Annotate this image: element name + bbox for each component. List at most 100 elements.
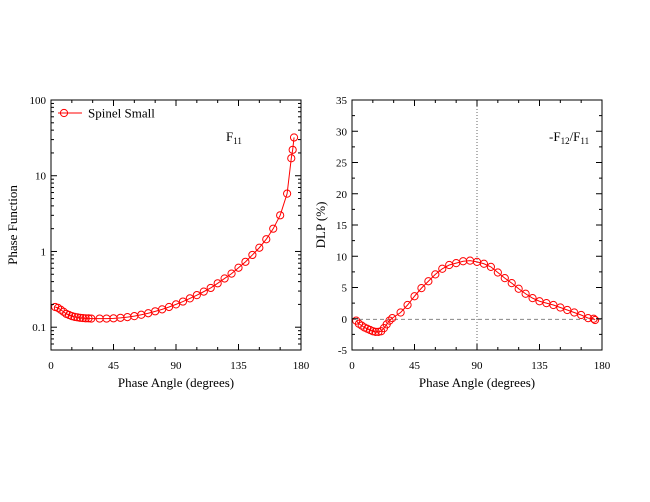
dlp-annotation: -F12/F11 <box>549 129 589 146</box>
right-data-point <box>570 308 579 317</box>
right-y-tick-label: 20 <box>336 189 348 201</box>
left-data-point <box>192 291 201 300</box>
left-data-point <box>73 313 82 322</box>
right-data-point <box>385 316 394 325</box>
left-data-point <box>84 314 93 323</box>
left-data-point <box>206 283 215 293</box>
legend-series-label: Spinel Small <box>88 106 155 121</box>
dlp-annotation-sub1: 12 <box>561 136 570 146</box>
left-data-point <box>178 297 188 306</box>
left-data-point <box>158 305 167 314</box>
left-data-point <box>78 313 88 323</box>
left-data-point <box>269 224 278 233</box>
right-data-point <box>403 300 412 310</box>
right-data-point <box>424 277 433 286</box>
left-data-point <box>76 313 85 322</box>
right-x-tick-label: 180 <box>594 360 611 372</box>
right-data-point <box>500 274 509 283</box>
left-x-tick-label: 180 <box>293 360 310 372</box>
phase-function-series <box>51 133 299 323</box>
right-x-tick-label: 45 <box>409 360 421 372</box>
dlp-series <box>352 256 600 336</box>
left-data-point <box>248 250 257 260</box>
left-data-point <box>70 312 79 321</box>
left-y-tick-label: 1 <box>41 246 47 258</box>
right-y-tick-label: 5 <box>342 283 348 295</box>
left-data-point <box>227 269 236 278</box>
left-x-axis-label: Phase Angle (degrees) <box>118 375 234 390</box>
right-data-point <box>507 279 516 288</box>
f11-main: F <box>226 129 233 144</box>
left-series-line <box>55 137 295 320</box>
left-data-point <box>220 274 229 283</box>
right-y-tick-label: 35 <box>336 95 348 107</box>
right-x-tick-label: 0 <box>349 360 355 372</box>
right-x-tick-label: 90 <box>472 360 484 372</box>
right-y-tick-label: -5 <box>338 345 348 357</box>
right-data-point <box>528 294 537 303</box>
right-y-axis-label: DLP (%) <box>313 202 328 249</box>
left-y-tick-label: 10 <box>35 171 47 183</box>
left-y-axis-label: Phase Function <box>5 185 20 265</box>
left-x-tick-label: 135 <box>230 360 247 372</box>
left-data-point <box>241 257 250 266</box>
left-x-axis-ticks: 0 45 90 135 180 <box>48 100 310 372</box>
right-data-point <box>417 284 426 293</box>
left-y-tick-label: 0.1 <box>32 322 46 334</box>
right-data-point <box>438 264 447 273</box>
right-data-point <box>514 284 523 293</box>
left-data-point <box>276 211 285 220</box>
right-y-tick-label: 25 <box>336 158 348 170</box>
right-data-point <box>563 305 572 315</box>
left-data-point <box>87 314 96 323</box>
right-y-tick-label: 0 <box>342 314 348 326</box>
left-x-tick-label: 45 <box>108 360 120 372</box>
dlp-annotation-sub2: 11 <box>580 136 589 146</box>
left-data-point <box>56 305 65 314</box>
right-data-point <box>590 315 600 325</box>
right-data-point <box>396 308 405 317</box>
right-data-point <box>556 303 565 312</box>
left-data-point <box>199 287 208 296</box>
left-y-axis-ticks: 0.1 1 10 100 <box>30 95 301 351</box>
right-data-point <box>388 314 397 323</box>
left-plot-frame <box>50 99 302 351</box>
legend: Spinel Small <box>58 106 155 121</box>
right-data-point <box>549 300 558 310</box>
right-data-point <box>410 292 419 301</box>
right-data-point <box>479 259 489 268</box>
right-data-point <box>521 289 530 298</box>
left-data-point <box>164 302 174 312</box>
f11-subscript: 11 <box>233 136 242 146</box>
right-data-point <box>431 270 440 279</box>
left-data-point <box>255 243 264 252</box>
left-data-point <box>283 189 292 198</box>
right-y-axis-ticks: -5 0 5 10 15 20 25 30 35 <box>336 95 602 357</box>
left-data-point <box>262 235 271 244</box>
left-x-tick-label: 90 <box>171 360 183 372</box>
legend-marker-swatch <box>59 108 69 118</box>
left-y-tick-label: 100 <box>30 95 47 107</box>
left-data-point <box>171 300 181 309</box>
right-x-axis-ticks: 0 45 90 135 180 <box>349 100 611 372</box>
left-data-point <box>234 263 243 272</box>
f11-annotation: F11 <box>226 129 242 146</box>
left-data-point <box>287 154 296 163</box>
right-x-axis-label: Phase Angle (degrees) <box>419 375 535 390</box>
phase-function-panel: 0 45 90 135 180 0.1 1 10 100 Phase Angle (degre… <box>5 95 310 390</box>
right-data-point <box>486 262 495 271</box>
dlp-annotation-mid: /F <box>570 129 581 144</box>
left-data-point <box>288 145 297 154</box>
dlp-annotation-pre: -F <box>549 129 561 144</box>
left-data-point <box>81 314 90 323</box>
left-data-point <box>185 294 194 303</box>
right-series-line <box>355 260 596 333</box>
left-data-point <box>289 133 299 142</box>
left-data-point <box>213 279 222 288</box>
right-y-tick-label: 15 <box>336 220 348 232</box>
right-y-tick-label: 30 <box>336 126 348 138</box>
left-x-tick-label: 0 <box>48 360 54 372</box>
right-data-point <box>371 327 380 336</box>
right-data-point <box>493 268 502 277</box>
